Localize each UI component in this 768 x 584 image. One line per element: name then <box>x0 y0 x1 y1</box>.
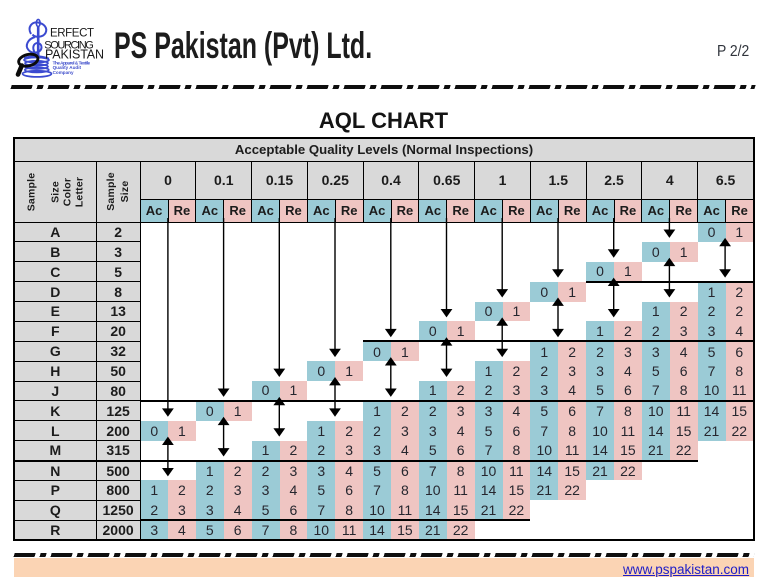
svg-text:The Apparel & Textile: The Apparel & Textile <box>53 61 91 66</box>
svg-text:Company: Company <box>53 70 74 75</box>
svg-text:ERFECT: ERFECT <box>50 28 94 40</box>
svg-text:Quality Audit: Quality Audit <box>53 65 82 70</box>
svg-text:PAKISTAN: PAKISTAN <box>45 47 104 61</box>
svg-text:SOURCING: SOURCING <box>44 39 94 51</box>
